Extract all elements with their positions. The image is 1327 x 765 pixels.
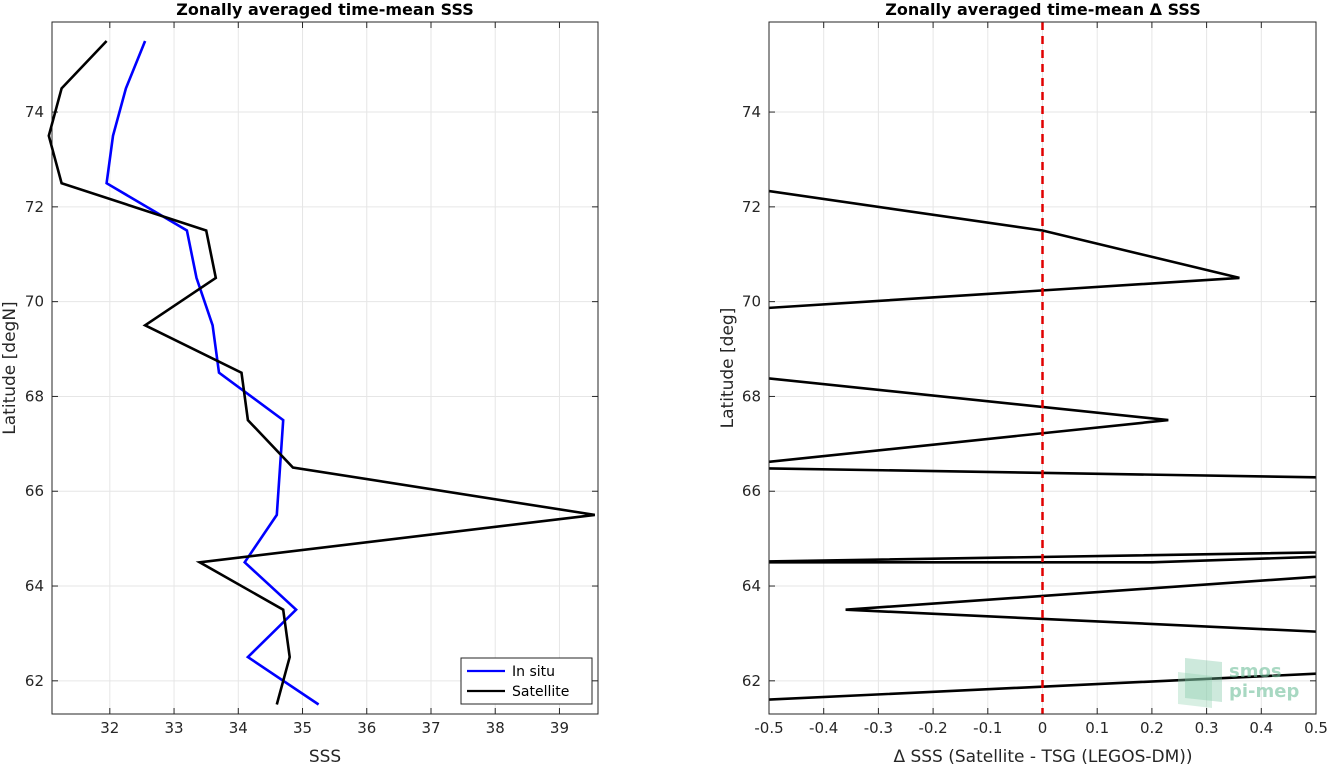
left-x-tick-label: 34 — [229, 719, 248, 737]
left-series-line-in-situ — [105, 40, 320, 706]
right-y-tick-label: 62 — [742, 672, 761, 690]
left-x-ticks: 32 33 34 35 36 37 38 39 — [100, 22, 569, 737]
right-chart-title: Zonally averaged time-mean Δ SSS — [885, 0, 1201, 19]
right-y-tick-label: 74 — [742, 103, 761, 121]
left-y-tick-label: 70 — [25, 293, 44, 311]
logo-text-pimep: pi-mep — [1229, 681, 1299, 702]
right-panel: Zonally averaged time-mean Δ SSS -0.5 -0.… — [718, 0, 1327, 765]
right-series-group — [769, 189, 1316, 701]
right-x-tick-label: 0.2 — [1140, 719, 1164, 737]
left-plot-frame — [51, 21, 599, 715]
left-x-tick-label: 36 — [357, 719, 376, 737]
left-y-ticks: 62 64 66 68 70 72 74 — [25, 103, 598, 690]
left-grid — [52, 22, 598, 714]
right-x-tick-label: 0.5 — [1304, 719, 1327, 737]
left-y-tick-label: 64 — [25, 577, 44, 595]
right-y-tick-label: 64 — [742, 577, 761, 595]
left-x-tick-label: 39 — [550, 719, 569, 737]
right-y-tick-label: 72 — [742, 198, 761, 216]
left-series-line-satellite — [47, 40, 596, 705]
legend: In situ Satellite — [460, 657, 593, 705]
right-x-tick-label: -0.5 — [754, 719, 783, 737]
logo-text-smos: smos — [1229, 661, 1282, 682]
left-y-tick-label: 62 — [25, 672, 44, 690]
left-y-tick-label: 68 — [25, 387, 44, 405]
right-x-tick-label: -0.1 — [973, 719, 1002, 737]
right-x-tick-label: -0.4 — [809, 719, 838, 737]
right-x-tick-label: 0.3 — [1195, 719, 1219, 737]
left-chart-title: Zonally averaged time-mean SSS — [176, 0, 474, 19]
left-series-group — [47, 40, 596, 706]
left-x-tick-label: 37 — [421, 719, 440, 737]
right-x-tick-label: 0.1 — [1085, 719, 1109, 737]
right-x-axis-label: Δ SSS (Satellite - TSG (LEGOS-DM)) — [893, 747, 1192, 765]
legend-label-in-situ: In situ — [512, 664, 555, 680]
right-y-tick-label: 68 — [742, 387, 761, 405]
left-y-tick-label: 72 — [25, 198, 44, 216]
right-plot-frame — [768, 21, 1317, 715]
right-x-tick-label: -0.3 — [864, 719, 893, 737]
legend-box — [460, 657, 593, 705]
right-x-tick-label: 0.4 — [1249, 719, 1273, 737]
left-panel: Zonally averaged time-mean SSS 32 33 34 35 3… — [0, 0, 599, 765]
left-x-tick-label: 38 — [486, 719, 505, 737]
right-y-tick-label: 66 — [742, 482, 761, 500]
right-x-tick-label: -0.2 — [918, 719, 947, 737]
logo-shape-back — [1185, 658, 1222, 702]
left-x-tick-label: 33 — [165, 719, 184, 737]
logo-shape-front — [1178, 672, 1212, 708]
right-series-line-0 — [769, 189, 1316, 701]
right-y-ticks: 62 64 66 68 70 72 74 — [742, 103, 1316, 690]
left-y-tick-label: 66 — [25, 482, 44, 500]
left-x-axis-label: SSS — [309, 747, 341, 765]
smos-pimep-logo: smos pi-mep — [1178, 658, 1299, 708]
right-x-ticks: -0.5 -0.4 -0.3 -0.2 -0.1 0 0.1 0.2 0.3 0.4 0.5 — [754, 22, 1327, 737]
left-y-axis-label: Latitude [degN] — [0, 301, 20, 434]
left-y-tick-label: 74 — [25, 103, 44, 121]
legend-label-satellite: Satellite — [512, 684, 569, 700]
left-x-tick-label: 35 — [293, 719, 312, 737]
right-y-tick-label: 70 — [742, 293, 761, 311]
right-y-axis-label: Latitude [deg] — [718, 308, 738, 429]
right-x-tick-label: 0 — [1038, 719, 1048, 737]
left-x-tick-label: 32 — [100, 719, 119, 737]
